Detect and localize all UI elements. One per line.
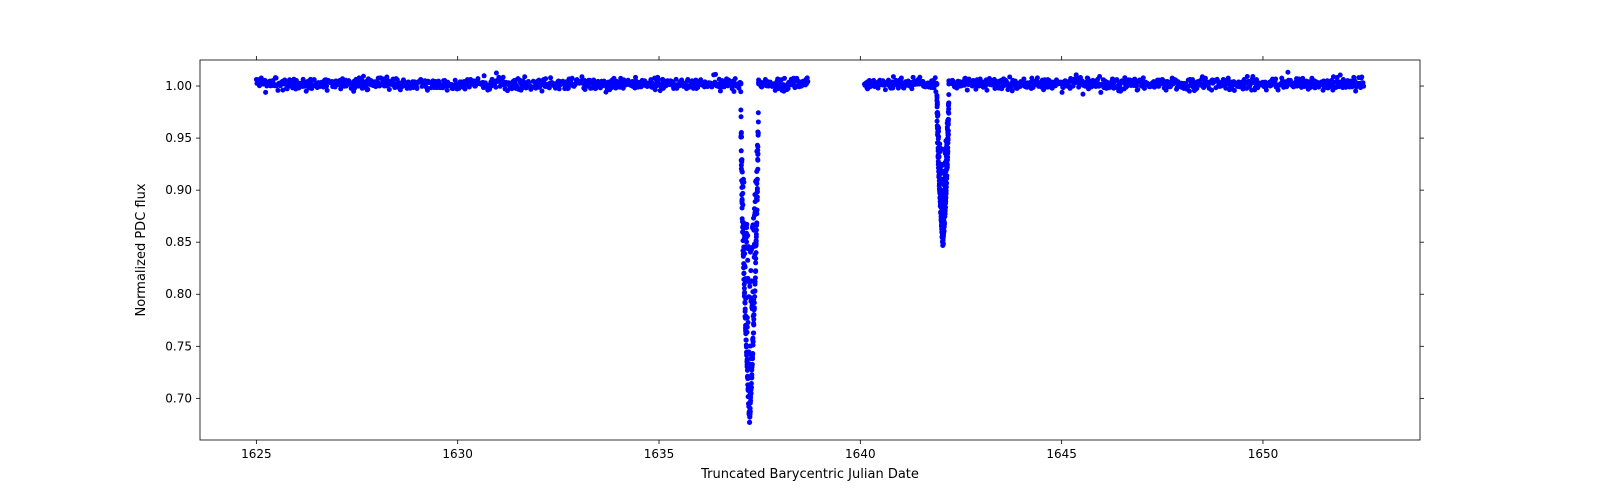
y-tick-label: 0.80: [165, 287, 192, 301]
x-axis-label: Truncated Barycentric Julian Date: [700, 467, 919, 482]
lightcurve-chart: 1625 1630 1635 1640 1645 1650 0.70 0.75 0.80 0.85…: [0, 0, 1600, 500]
x-tick-label: 1640: [845, 447, 876, 461]
x-tick-label: 1650: [1248, 447, 1279, 461]
y-axis-label: Normalized PDC flux: [134, 183, 149, 316]
x-tick-label: 1625: [241, 447, 272, 461]
y-tick-label: 0.95: [165, 131, 192, 145]
y-tick-label: 0.90: [165, 183, 192, 197]
y-tick-label: 0.70: [165, 391, 192, 405]
y-tick-label: 1.00: [165, 79, 192, 93]
y-tick-label: 0.85: [165, 235, 192, 249]
y-tick-label: 0.75: [165, 339, 192, 353]
x-tick-label: 1645: [1046, 447, 1077, 461]
chart-svg: 1625 1630 1635 1640 1645 1650 0.70 0.75 0.80 0.85…: [0, 0, 1600, 500]
x-tick-label: 1635: [644, 447, 675, 461]
x-tick-label: 1630: [442, 447, 473, 461]
